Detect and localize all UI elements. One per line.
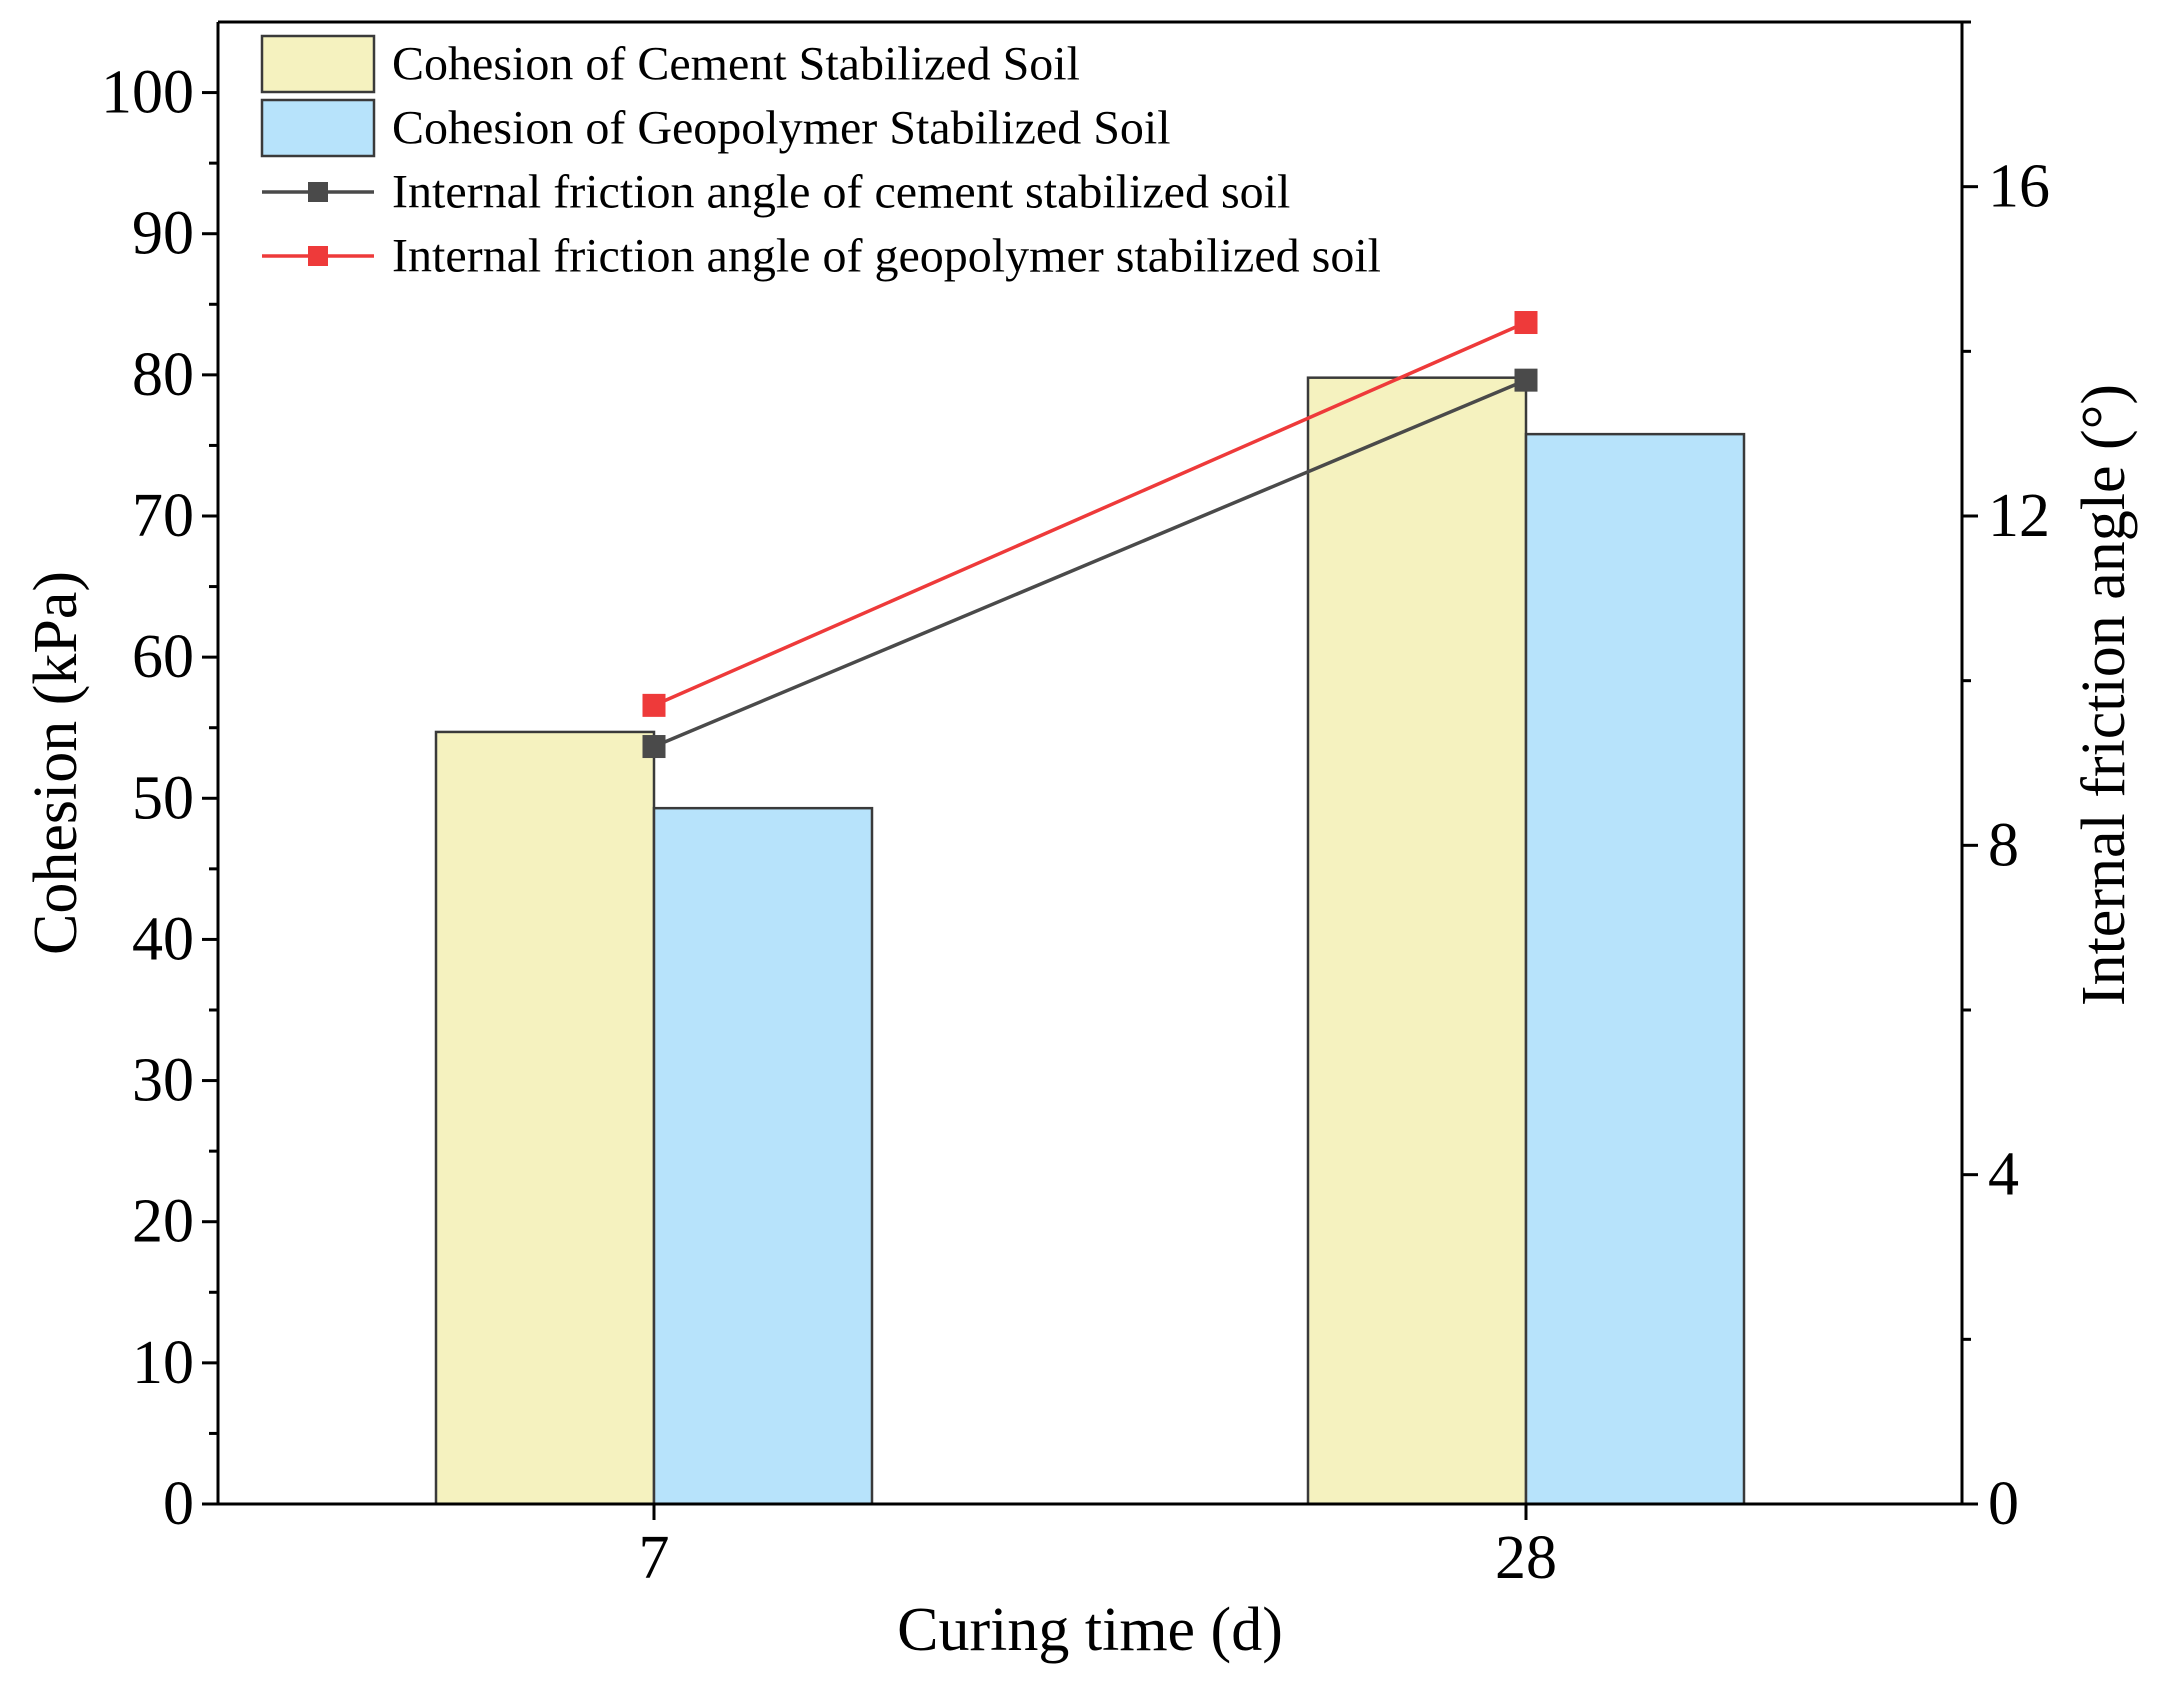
y-tick-label: 20 [132,1188,194,1256]
friction-point-geopolymer-7 [642,693,666,717]
legend-swatch-geopolymer-cohesion [260,98,376,158]
x-tick-label: 28 [1495,1524,1557,1592]
y2-tick-label: 8 [1988,811,2019,879]
legend: Cohesion of Cement Stabilized Soil Cohesi… [260,34,1381,283]
y2-axis-title: Internal friction angle (°) [2070,384,2138,1006]
y-tick-label: 60 [132,623,194,691]
x-tick-label: 7 [639,1524,670,1592]
y-tick-label: 10 [132,1329,194,1397]
friction-point-cement-7 [642,735,666,759]
y-tick-label: 70 [132,482,194,550]
y2-tick-label: 0 [1988,1470,2019,1538]
legend-marker-geopolymer-friction [308,246,328,266]
y-tick-label: 80 [132,341,194,409]
y-tick-label: 30 [132,1047,194,1115]
bars-layer [434,376,1746,1506]
y-tick-label: 90 [132,200,194,268]
legend-label: Cohesion of Geopolymer Stabilized Soil [392,102,1171,155]
y2-tick-label: 16 [1988,153,2050,221]
legend-swatch-cement-cohesion [260,34,376,94]
y-tick-label: 40 [132,905,194,973]
friction-point-geopolymer-28 [1514,311,1538,335]
y-tick-label: 0 [163,1470,194,1538]
bar-geopolymer-28 [1524,432,1746,1506]
friction-line-geopolymer [653,320,1527,707]
bar-cement-7 [434,730,656,1506]
axes-layer: 0 10 20 30 40 50 60 70 80 90 100 0 4 8 12 16 7 28 Curing t… [22,20,2138,1664]
friction-point-cement-28 [1514,368,1538,392]
y-tick-label: 100 [101,59,194,127]
y2-tick-label: 12 [1988,482,2050,550]
bar-cement-28 [1306,376,1528,1506]
y2-tick-label: 4 [1988,1141,2019,1209]
lines-layer [642,311,1538,759]
friction-line-cement [653,378,1527,749]
legend-label: Cohesion of Cement Stabilized Soil [392,38,1080,91]
legend-label: Internal friction angle of geopolymer st… [392,230,1381,283]
bar-geopolymer-7 [652,806,874,1506]
y-axis-title: Cohesion (kPa) [22,571,90,955]
legend-marker-cement-friction [308,182,328,202]
x-axis-title: Curing time (d) [897,1596,1283,1664]
legend-label: Internal friction angle of cement stabil… [392,166,1290,219]
y-tick-label: 50 [132,764,194,832]
